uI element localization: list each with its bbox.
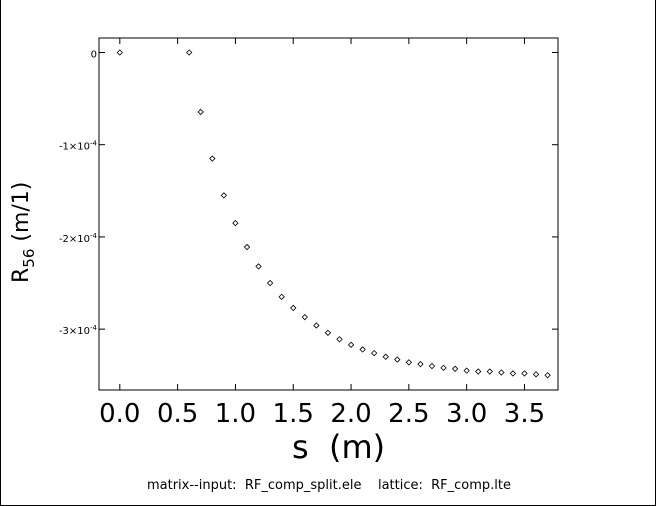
data-point xyxy=(486,368,493,375)
y-axis-label: R56 (m/1) xyxy=(9,182,38,283)
data-point xyxy=(544,372,551,379)
data-point xyxy=(116,49,123,56)
y-tick-label: -1×10-4 xyxy=(59,140,98,153)
y-tick-label: -3×10-4 xyxy=(59,324,98,337)
x-tick-label: 2.5 xyxy=(388,399,429,429)
x-axis: 0.0 0.5 1.0 1.5 2.0 2.5 3.0 3.5 xyxy=(99,38,545,429)
data-point xyxy=(509,370,517,377)
data-point xyxy=(313,322,320,329)
data-point xyxy=(451,365,459,372)
x-tick-label: 1.5 xyxy=(273,399,314,429)
y-axis-label-subscript: 56 xyxy=(20,249,38,268)
data-series xyxy=(116,49,551,379)
data-point xyxy=(417,361,424,368)
data-point xyxy=(428,362,436,370)
data-point xyxy=(475,368,482,375)
x-tick-label: 3.0 xyxy=(446,399,487,429)
data-point xyxy=(394,356,401,363)
data-point xyxy=(197,108,204,116)
data-point xyxy=(220,192,228,199)
x-tick-label: 0.5 xyxy=(157,399,198,429)
data-point xyxy=(209,155,216,162)
data-point xyxy=(232,219,239,227)
data-point xyxy=(463,367,470,374)
data-point xyxy=(301,313,308,321)
data-point xyxy=(359,346,366,353)
y-axis-label-main: R xyxy=(9,268,34,283)
plot-caption: matrix--input: RF_comp_split.ele lattice… xyxy=(146,478,512,493)
data-point xyxy=(532,371,540,378)
data-point xyxy=(498,369,505,376)
data-point xyxy=(440,364,447,372)
y-tick-label: -2×10-4 xyxy=(59,232,98,245)
y-axis-label-unit: (m/1) xyxy=(9,182,34,249)
data-point xyxy=(324,329,332,336)
y-tick-label: 0 xyxy=(91,49,97,60)
data-point xyxy=(371,349,378,357)
data-point xyxy=(347,341,355,348)
x-tick-label: 3.5 xyxy=(504,399,545,429)
data-point xyxy=(243,243,251,251)
plot-area-border xyxy=(98,37,559,391)
data-point xyxy=(382,353,389,360)
data-point xyxy=(278,293,285,301)
data-point xyxy=(405,359,413,366)
data-point xyxy=(255,263,262,270)
x-tick-label: 0.0 xyxy=(99,399,140,429)
scatter-plot: 0 -1×10-4 -2×10-4 -3×10-4 0.0 0.5 1.0 1.5 2.0 2.… xyxy=(9,37,559,466)
data-point xyxy=(266,279,274,287)
data-point xyxy=(186,49,193,56)
data-point xyxy=(521,370,528,377)
data-point xyxy=(336,336,343,343)
x-tick-label: 1.0 xyxy=(215,399,256,429)
y-axis: 0 -1×10-4 -2×10-4 -3×10-4 xyxy=(59,49,558,337)
x-axis-label: s (m) xyxy=(292,428,385,466)
x-tick-label: 2.0 xyxy=(330,399,371,429)
data-point xyxy=(290,304,297,312)
